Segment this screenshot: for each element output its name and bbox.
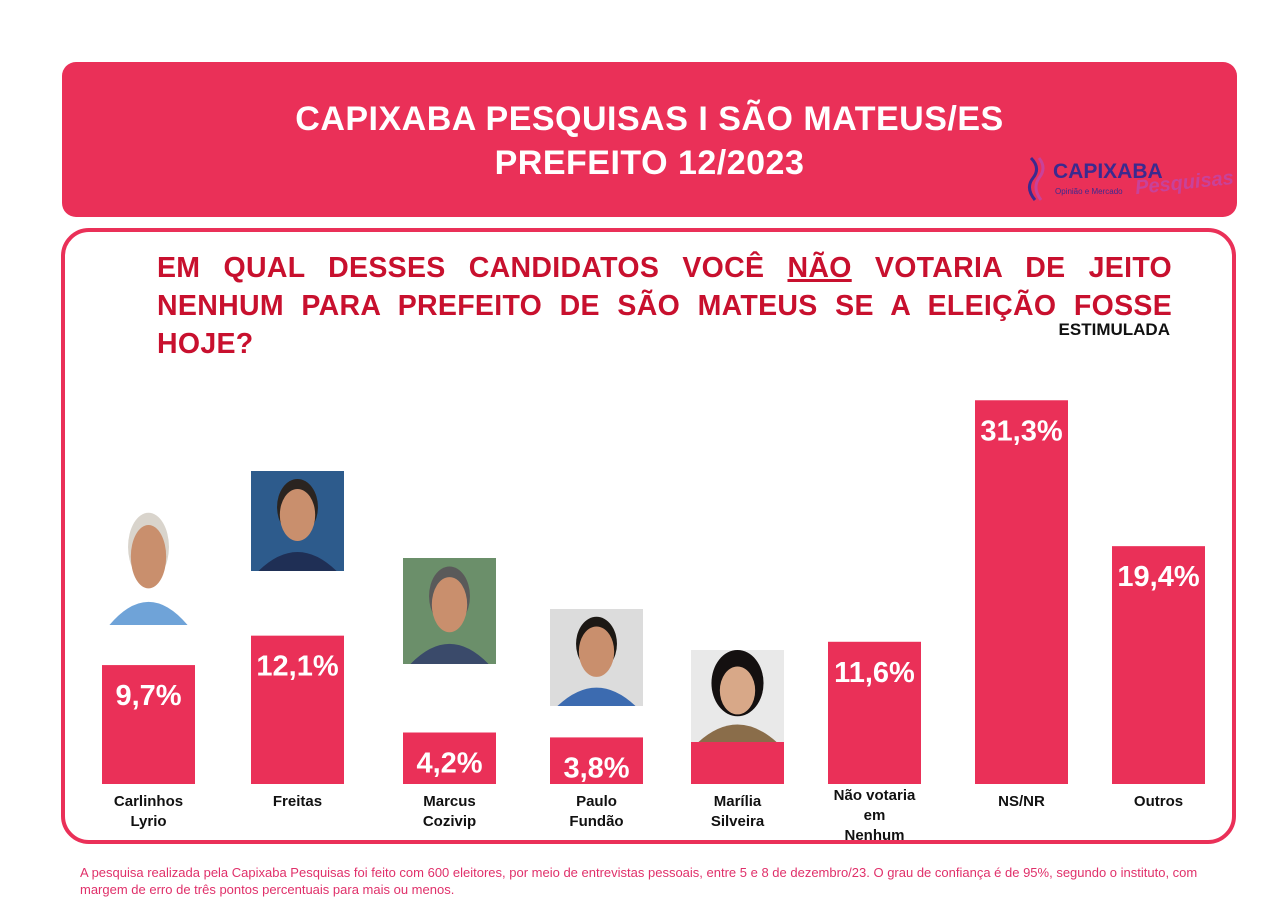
category-label-line: Outros [1133,793,1184,810]
logo-wave-icon [1028,156,1045,201]
category-label-line: em [863,807,886,824]
candidate-photo-1 [251,471,344,571]
category-label-line: NS/NR [998,793,1045,810]
category-label-1: Freitas [238,792,358,812]
category-label-2: Marcus Cozivip [390,792,510,832]
subtitle-estimulada: ESTIMULADA [1058,320,1170,339]
category-label-line: Carlinhos [113,793,184,810]
question-part1: EM QUAL DESSES CANDIDATOS VOCÊ [157,252,788,284]
logo-word: CAPIXABA [1053,160,1163,183]
category-label-7: Outros [1099,792,1219,812]
category-label-line: Fundão [569,813,624,830]
candidate-photo-2 [403,558,496,664]
question-emphasis: NÃO [787,252,852,284]
category-label-3: Paulo Fundão [537,792,657,832]
header-title-line1: CAPIXABA PESQUISAS I SÃO MATEUS/ES [295,100,1004,138]
category-label-5: Não votaria em Nenhum [815,786,935,846]
chart-panel [61,228,1236,844]
candidate-photo-4 [691,650,784,742]
header-title-line2: PREFEITO 12/2023 [494,144,805,182]
candidate-photo-3 [550,609,643,706]
category-label-line: Marcus [423,793,476,810]
category-label-0: Carlinhos Lyrio [89,792,209,832]
value-label-1: 12,1% [256,651,338,683]
category-label-line: Freitas [272,793,323,810]
bar-3 [550,737,643,784]
bar-6 [975,400,1068,784]
footnote: A pesquisa realizada pela Capixaba Pesqu… [80,865,1198,897]
candidate-photo-0 [102,503,195,625]
category-label-4: Marília Silveira [678,792,798,832]
question-part2: VOTARIA DE JEITO NENHUM PARA PREFEITO DE… [157,252,1172,360]
value-label-0: 9,7% [115,680,181,712]
category-label-line: Lyrio [130,813,167,830]
category-label-line: Paulo [576,793,617,810]
value-label-2: 4,2% [416,748,482,780]
category-label-line: Silveira [710,813,765,830]
logo-tagline: Opinião e Mercado [1055,187,1123,196]
header-banner: CAPIXABA PESQUISAS I SÃO MATEUS/ES PREFE… [62,62,1237,217]
bar-1 [251,635,344,784]
category-label-line: Cozivip [422,813,477,830]
bar-0 [102,665,195,784]
value-label-5: 11,6% [834,657,915,689]
value-label-6: 31,3% [980,415,1062,447]
category-label-line: Não votaria [833,787,916,804]
category-label-6: NS/NR [962,792,1082,812]
bar-2 [403,732,496,784]
value-label-3: 3,8% [563,752,629,784]
bar-5 [828,641,921,784]
category-label-line: Marília [713,793,762,810]
value-label-7: 19,4% [1117,561,1199,593]
question-text: EM QUAL DESSES CANDIDATOS VOCÊ NÃO VOTAR… [157,249,1172,363]
bar-7 [1112,546,1205,784]
capixaba-logo: CAPIXABA Pesquisas Opinião e Mercado [1027,154,1235,204]
category-label-line: Nenhum [844,827,905,844]
